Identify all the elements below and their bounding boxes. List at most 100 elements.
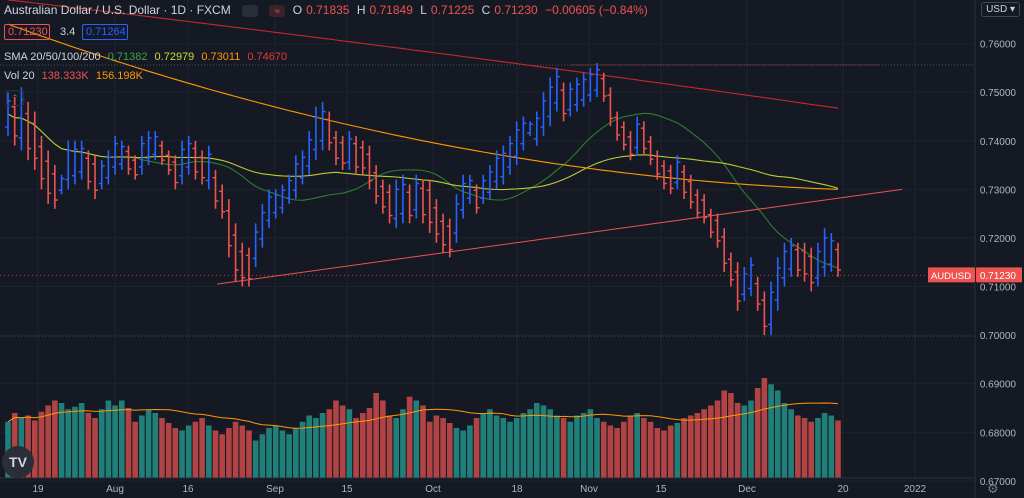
high-value: 0.71849 (369, 3, 413, 17)
volume-bar (446, 423, 453, 478)
volume-bar (694, 413, 701, 478)
volume-bar (159, 418, 165, 478)
sma-legend[interactable]: SMA 20/50/100/200 0.71382 0.72979 0.7301… (4, 51, 291, 63)
sma200-line (7, 0, 839, 109)
volume-bar (493, 415, 500, 478)
volume-bar (58, 403, 65, 478)
last-price-box (976, 267, 1022, 283)
volume-bar (547, 409, 553, 478)
tradingview-logo[interactable]: TV (2, 446, 34, 478)
volume-bar (85, 413, 92, 478)
symbol-label: AUDUSD (931, 271, 971, 282)
price-tick-label: 0.68000 (980, 428, 1017, 439)
volume-bar (721, 390, 728, 478)
volume-bar (795, 415, 801, 478)
volume-bar (266, 428, 272, 478)
volume-bar (487, 409, 493, 478)
volume-moving-average (7, 402, 839, 429)
volume-bar (38, 411, 45, 478)
volume-bar (540, 405, 547, 478)
low-label: L (420, 3, 427, 17)
gear-icon[interactable]: ⚙ (987, 481, 999, 496)
volume-bar (359, 413, 366, 478)
sma100-value: 0.73011 (201, 51, 241, 63)
buy-price-button[interactable]: 0.71264 (82, 24, 128, 40)
volume-bar (667, 425, 674, 478)
volume-bar (654, 428, 661, 478)
price-tick-label: 0.72000 (980, 234, 1017, 245)
volume-bar (513, 418, 520, 478)
time-axis[interactable]: 19 Aug 16 Sep 15 Oct 18 Nov 15 Dec 20 2022 (0, 477, 975, 495)
volume-bar (554, 415, 560, 478)
sma100-line (7, 23, 839, 190)
volume-bar (533, 403, 540, 478)
chevron-up-icon[interactable]: ⌃ (6, 90, 24, 106)
volume-bar (473, 418, 480, 478)
volume-bar (801, 418, 808, 478)
volume-bar (286, 434, 292, 478)
volume-bar (145, 409, 152, 478)
time-tick-label: 20 (837, 484, 849, 495)
volume-bar (480, 413, 487, 478)
volume-bar (580, 413, 587, 478)
sma20-line (7, 112, 839, 269)
volume-bar (380, 400, 386, 478)
volume-bar (333, 400, 339, 478)
volume-bar (661, 430, 667, 478)
grid-lines (0, 0, 975, 481)
volume-bar (326, 409, 333, 478)
time-tick-label: Sep (266, 484, 284, 495)
volume-bar (313, 418, 319, 478)
trendlines (216, 64, 903, 285)
volume-bar (105, 400, 112, 478)
sma20-value: 0.71382 (107, 51, 148, 63)
volume-bar (232, 421, 239, 478)
volume-bar (239, 425, 246, 478)
symbol-title[interactable]: Australian Dollar / U.S. Dollar · 1D · F… (4, 3, 231, 17)
volume-bar (687, 415, 694, 478)
last-price-marker: AUDUSD 0.71230 (928, 267, 1022, 283)
volume-bar (406, 396, 413, 478)
volume-bar (681, 418, 687, 478)
volume-bar (299, 421, 306, 478)
volume-bars (5, 378, 841, 478)
volume-bar (386, 415, 393, 478)
volume-bar (574, 415, 580, 478)
volume-bar (594, 418, 600, 478)
open-label: O (292, 3, 303, 17)
volume-bar (259, 434, 266, 478)
currency-selector[interactable]: USD ▾ (981, 2, 1020, 17)
wave-icon[interactable]: ≈ (269, 4, 286, 17)
volume-bar (708, 405, 714, 478)
price-tick-label: 0.69000 (980, 380, 1017, 391)
symbol-label-box (928, 267, 975, 283)
time-tick-label: 15 (655, 484, 667, 495)
volume-bar (373, 393, 379, 478)
volume-bar (520, 413, 527, 478)
volume-bar (788, 409, 794, 478)
price-tick-label: 0.73000 (980, 185, 1017, 196)
volume-bar (272, 425, 279, 478)
dotted-price-levels (0, 64, 975, 337)
sell-price-button[interactable]: 0.71230 (4, 24, 50, 40)
volume-bar (835, 420, 841, 478)
price-tick-label: 0.75000 (980, 88, 1017, 99)
time-tick-label: Oct (425, 484, 441, 495)
volume-bar (25, 415, 31, 478)
price-tick-label: 0.71000 (980, 283, 1017, 294)
volume-bar (527, 409, 533, 478)
price-axis[interactable]: 0.76000 0.75000 0.74000 0.73000 0.72000 0.710… (974, 0, 1017, 498)
sma-lines (7, 0, 839, 269)
eye-icon[interactable] (242, 4, 259, 17)
volume-bar (139, 415, 145, 478)
volume-bar (614, 428, 620, 478)
volume-bar (587, 409, 594, 478)
volume-bar (781, 403, 788, 478)
volume-bar (118, 400, 125, 478)
volume-legend[interactable]: Vol 20 138.333K 156.198K (4, 70, 147, 82)
support-trendline (216, 188, 903, 285)
time-tick-label: 15 (341, 484, 353, 495)
volume-bar (500, 418, 507, 478)
price-tick-label: 0.76000 (980, 40, 1017, 51)
